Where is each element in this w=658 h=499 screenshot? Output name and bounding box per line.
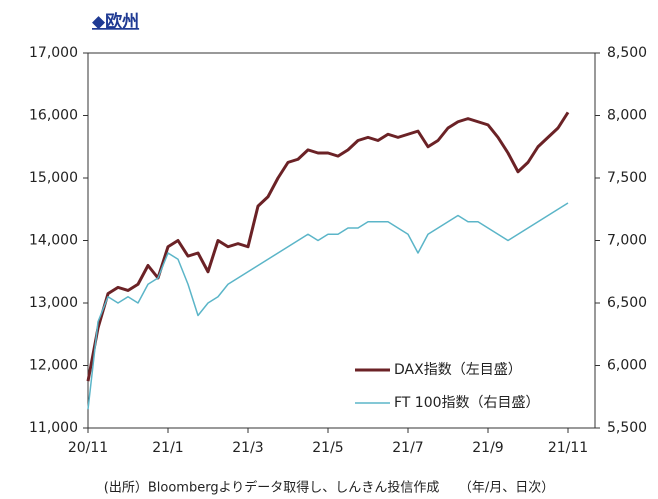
x-tick-label: 21/3 — [232, 440, 263, 456]
y-tick-label: 17,000 — [29, 45, 78, 61]
y-tick-label: 15,000 — [29, 170, 78, 186]
y2-tick-label: 8,500 — [607, 45, 647, 61]
series-line — [86, 111, 570, 382]
y-tick-label: 14,000 — [29, 233, 78, 249]
chart-title: ◆欧州 — [92, 11, 139, 32]
series-line — [87, 202, 569, 410]
y-tick-label: 12,000 — [29, 358, 78, 374]
y2-tick-label: 6,500 — [607, 295, 647, 311]
source-note: (出所）Bloombergよりデータ取得し、しんきん投信作成 （年/月、日次） — [104, 480, 554, 496]
y-tick-label: 16,000 — [29, 108, 78, 124]
x-tick-label: 21/5 — [312, 440, 343, 456]
y-tick-label: 13,000 — [29, 295, 78, 311]
x-tick-label: 21/11 — [548, 440, 588, 456]
x-tick-label: 20/11 — [68, 440, 108, 456]
y-tick-label: 11,000 — [29, 420, 78, 436]
y2-tick-label: 6,000 — [607, 358, 647, 374]
x-tick-label: 21/7 — [392, 440, 423, 456]
y2-tick-label: 7,000 — [607, 233, 647, 249]
x-tick-label: 21/1 — [152, 440, 183, 456]
y2-tick-label: 5,500 — [607, 420, 647, 436]
legend-label: FT 100指数（右目盛） — [394, 395, 540, 411]
y2-tick-label: 7,500 — [607, 170, 647, 186]
x-tick-label: 21/9 — [472, 440, 503, 456]
legend-label: DAX指数（左目盛） — [394, 362, 522, 378]
y2-tick-label: 8,000 — [607, 108, 647, 124]
